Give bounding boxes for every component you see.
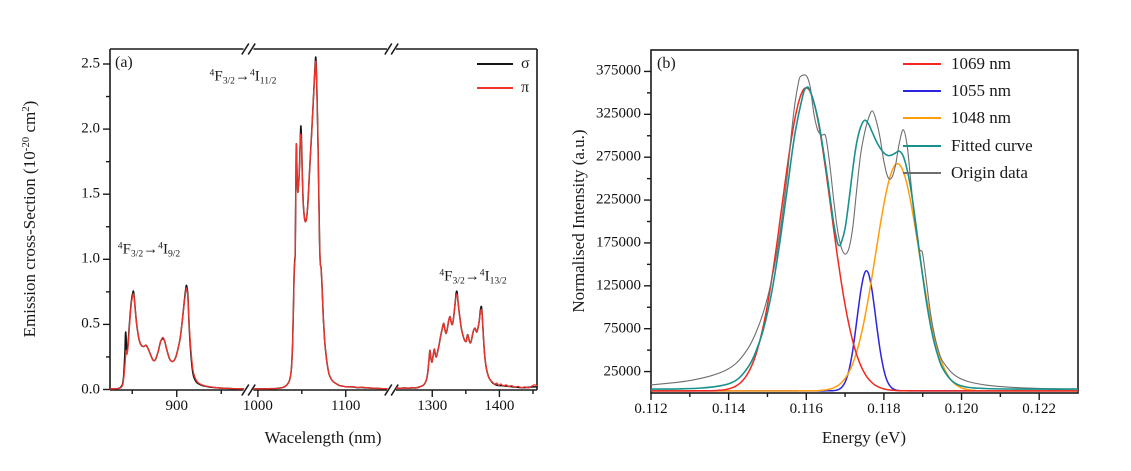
legend-panel-b: 1069 nm 1055 nm 1048 nm Fitted curve Ori… [903,50,1033,187]
axis-break-mark [384,384,399,396]
series-pi [395,293,538,389]
legend-item-origin-data: Origin data [903,160,1033,187]
legend-line-1055nm [903,90,941,93]
axis-break-mark [384,43,399,55]
series-sigma [252,56,388,390]
series-pi [109,287,245,390]
anno-sub: 9/2 [167,248,181,260]
series-1048nm [650,162,1078,392]
series-1069nm [650,86,1078,392]
x-tick-label: 0.122 [1022,401,1057,417]
x-tick-label: 0.118 [867,401,901,417]
x-tick-label: 0.114 [712,401,746,417]
y-tick-label: 0.5 [81,315,100,332]
legend-item-1055nm: 1055 nm [903,77,1033,104]
anno-sup: 4 [117,240,123,252]
y-title-part: ) [20,100,39,107]
anno-sub: 13/2 [489,275,507,287]
anno-sup: 4 [209,67,215,79]
x-tick-label: 0.112 [634,401,668,417]
x-tick-label: 900 [165,398,189,414]
arrow-glyph: → [464,268,480,285]
x-tick-label: 1000 [242,398,273,414]
y-tick-label: 375000 [596,62,641,79]
axis-break-mark [241,384,256,396]
anno-sub: 3/2 [452,275,465,287]
y-tick-label: 1.5 [81,185,100,202]
y-tick-label: 275000 [596,148,641,165]
arrow-glyph: → [234,68,250,85]
y-tick-label: 125000 [596,277,641,294]
y-title-sup: -20 [20,136,33,152]
x-tick-label: 0.116 [789,401,823,417]
anno-base: I [162,241,168,258]
y-title-part: cm [20,111,39,137]
x-tick-label: 1300 [417,398,448,414]
anno-sub: 3/2 [222,75,235,87]
x-tick-label: 0.120 [944,401,979,417]
y-title-sup: 2 [20,106,33,112]
legend-item-1069nm: 1069 nm [903,50,1033,77]
anno-sub: 3/2 [130,248,144,260]
legend-item-1048nm: 1048 nm [903,105,1033,132]
anno-base: I [484,268,490,285]
legend-line-origin-data [903,172,941,175]
legend-line-fitted-curve [903,144,941,147]
legend-label-pi: π [521,79,530,96]
series-pi [252,60,388,390]
series-origin-data [650,74,1079,390]
legend-item-fitted-curve: Fitted curve [903,132,1033,159]
legend-item-sigma: σ [477,52,530,76]
legend-line-sigma [477,63,513,65]
anno-sub: 11/2 [259,75,277,87]
legend-label-fitted-curve: Fitted curve [951,135,1033,155]
panel-a-y-axis-title: Emission cross-Section (10-20 cm2) [20,101,40,338]
axis-break-mark [241,43,256,55]
y-tick-label: 25000 [603,363,642,380]
y-tick-label: 2.0 [81,120,100,137]
y-tick-label: 175000 [596,234,641,251]
anno-sup: 4 [479,267,485,279]
legend-label-1048nm: 1048 nm [951,108,1011,128]
legend-label-1069nm: 1069 nm [951,53,1011,73]
legend-item-pi: π [477,76,530,100]
y-tick-label: 2.5 [81,55,100,72]
anno-base: F [444,268,453,285]
panel-a-border [109,49,538,390]
legend-line-1069nm [903,62,941,65]
annotation-4I11-2: 4F3/2→4I11/2 [210,67,277,86]
x-tick-label: 1100 [330,398,361,414]
y-tick-label: 75000 [603,320,642,337]
series-fitted-curve [650,86,1079,390]
x-tick-label: 1400 [484,398,515,414]
legend-line-1048nm [903,117,941,120]
legend-line-pi [477,87,513,89]
panel-a-x-axis-title: Wacelength (nm) [264,428,382,447]
y-tick-label: 325000 [596,105,641,122]
anno-base: F [214,68,223,85]
panel-b-x-axis-title: Energy (eV) [821,428,907,447]
anno-sup: 4 [249,67,255,79]
y-tick-label: 1.0 [81,250,100,267]
annotation-4I13-2: 4F3/2→4I13/2 [439,267,506,286]
anno-base: I [254,68,260,85]
series-sigma [109,284,245,390]
panel-a-tag: (a) [115,54,133,71]
panel-b-tag: (b) [657,55,676,72]
arrow-glyph: → [143,241,159,258]
anno-sup: 4 [439,267,445,279]
legend-label-sigma: σ [521,55,530,72]
y-tick-label: 225000 [596,191,641,208]
legend-label-origin-data: Origin data [951,163,1028,183]
anno-sup: 4 [158,240,163,252]
y-title-part: Emission cross-Section (10 [20,151,39,338]
y-tick-label: 0.0 [81,381,100,397]
anno-base: F [122,241,131,258]
legend-panel-a: σ π [477,52,530,100]
legend-label-1055nm: 1055 nm [951,81,1011,101]
panel-b-y-axis-title: Normalised Intensity (a.u.) [569,129,588,313]
annotation-4I9-2: 4F3/2→4I9/2 [118,240,180,259]
